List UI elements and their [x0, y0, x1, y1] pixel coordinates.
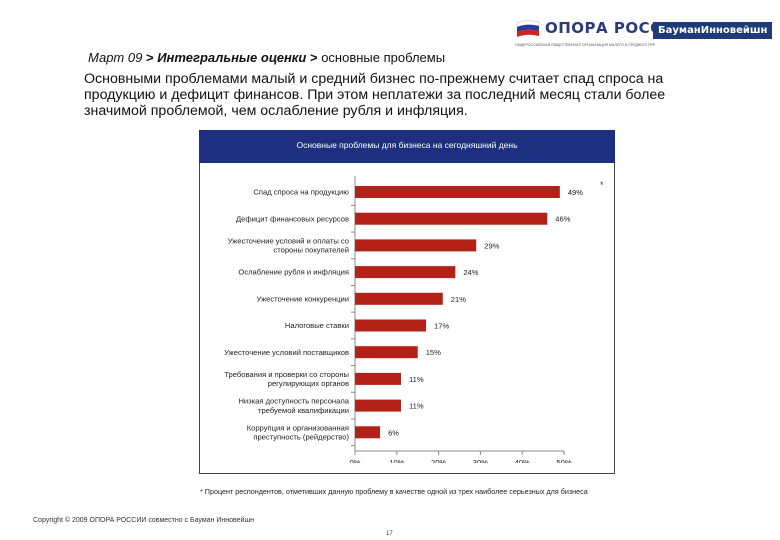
flag-logo-icon	[516, 20, 540, 37]
x-tick-label-2: 10%	[389, 458, 404, 463]
breadcrumb: Март 09 > Интегральные оценки > основные…	[88, 50, 445, 65]
bar-6	[355, 319, 427, 332]
breadcrumb-separator-2: >	[309, 50, 318, 65]
value-label-9: 11%	[409, 402, 424, 411]
value-label-10: 6%	[388, 428, 399, 437]
category-label-8: Требования и проверки со стороны регулиру…	[224, 370, 349, 388]
category-label-7: Ужесточение условий поставщиков	[224, 348, 349, 357]
bar-4	[355, 266, 456, 279]
logo-subtitle: ОБЩЕРОССИЙСКАЯ ОБЩЕСТВЕННАЯ ОРГАНИЗАЦИЯ …	[515, 43, 655, 47]
bar-chart: Спад спроса на продукцию 49% Дефицит финан…	[224, 176, 583, 463]
copyright: Copyright © 2009 ОПОРА РОССИИ совместно …	[33, 517, 254, 524]
breadcrumb-part-2: Интегральные оценки	[157, 50, 307, 65]
x-tick-label-6: 50%	[556, 458, 571, 463]
bar-7	[355, 346, 418, 359]
category-label-1: Спад спроса на продукцию	[253, 188, 349, 197]
breadcrumb-part-3: основные проблемы	[321, 50, 446, 65]
chart-title: Основные проблемы для бизнеса на сегодня…	[199, 130, 615, 163]
value-label-7: 15%	[426, 348, 441, 357]
bar-10	[355, 426, 381, 439]
category-label-9: Низкая доступность персонала требуемой кв…	[238, 397, 349, 415]
category-label-5: Ужесточение конкуренции	[257, 294, 350, 303]
breadcrumb-part-1: Март 09	[88, 50, 143, 65]
footnote: * Процент респондентов, отметивших данну…	[200, 487, 588, 496]
opora-logo: ОПОРА РОССИИ ОБЩЕРОССИЙСКАЯ ОБЩЕСТВЕННАЯ…	[515, 17, 745, 51]
bauman-badge: БауманИнновейшн	[653, 22, 773, 39]
category-label-2: Дефицит финансовых ресурсов	[236, 214, 349, 223]
category-label-6: Налоговые ставки	[285, 321, 349, 330]
bar-5	[355, 292, 443, 305]
page-number: 17	[386, 531, 393, 537]
category-label-10: Коррупция и организованная преступность (…	[247, 423, 350, 441]
x-tick-label-4: 30%	[473, 458, 488, 463]
bar-2	[355, 212, 548, 225]
category-label-4: Ослабление рубля и инфляция	[238, 268, 349, 277]
logo-title: ОПОРА РОССИИ	[545, 19, 688, 37]
bar-1	[355, 186, 560, 198]
value-label-6: 17%	[434, 322, 449, 331]
value-label-8: 11%	[409, 375, 424, 384]
value-label-5: 21%	[451, 295, 466, 304]
x-tick-label-1: 0%	[350, 458, 361, 463]
x-tick-label-5: 40%	[515, 458, 530, 463]
chart-title-mark: *	[600, 180, 604, 190]
value-label-2: 46%	[555, 215, 570, 224]
value-label-3: 29%	[484, 241, 499, 250]
value-label-1: 49%	[568, 188, 583, 197]
bar-8	[355, 372, 401, 385]
category-label-3: Ужесточение условий и оплаты со стороны п…	[228, 236, 349, 254]
lead-paragraph: Основными проблемами малый и средний биз…	[84, 71, 666, 119]
x-tick-label-3: 20%	[431, 458, 446, 463]
breadcrumb-separator: >	[145, 50, 154, 65]
bar-9	[355, 399, 401, 412]
value-label-4: 24%	[463, 268, 478, 277]
bar-3	[355, 239, 477, 252]
